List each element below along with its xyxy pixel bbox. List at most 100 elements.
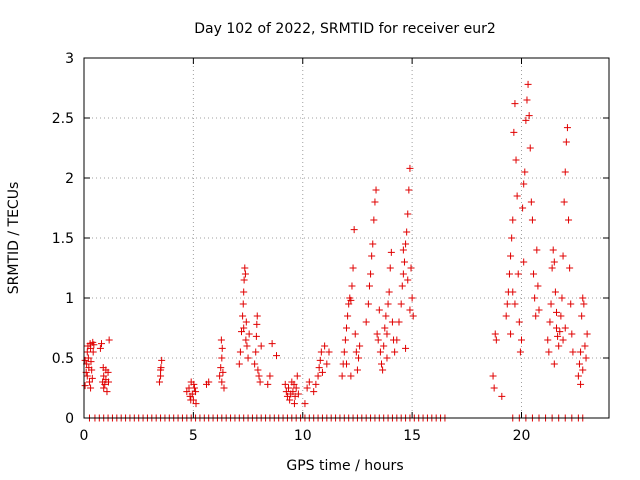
data-point	[508, 234, 516, 242]
data-point	[273, 352, 280, 360]
data-point	[574, 372, 582, 380]
data-point	[400, 258, 408, 266]
data-point	[561, 324, 569, 332]
data-point	[406, 164, 414, 172]
data-point	[408, 294, 416, 302]
data-point	[557, 312, 565, 320]
data-point	[314, 372, 322, 380]
y-tick-label: 0.5	[52, 351, 74, 367]
data-point	[158, 356, 166, 364]
data-point	[388, 318, 396, 326]
data-point	[252, 348, 260, 356]
data-point	[89, 348, 97, 356]
data-point	[558, 294, 566, 302]
y-tick-label: 1	[65, 291, 74, 307]
data-point	[534, 282, 542, 290]
data-point	[364, 300, 372, 308]
data-point	[567, 300, 575, 308]
data-point	[81, 382, 89, 390]
data-point	[305, 378, 313, 386]
data-point	[101, 380, 109, 388]
data-point	[565, 216, 573, 224]
data-point	[406, 306, 414, 314]
data-point	[355, 354, 363, 362]
axis-ticks: 0 0.5 1 1.5 2 2.5 3 0 5 10 15 20	[52, 51, 609, 444]
data-point	[384, 300, 392, 308]
data-point	[399, 270, 407, 278]
data-point	[192, 400, 200, 408]
data-point	[155, 378, 163, 386]
data-point	[403, 228, 411, 236]
data-point	[218, 354, 226, 362]
data-point	[365, 282, 373, 290]
data-point	[533, 246, 541, 254]
data-point	[399, 246, 407, 254]
data-point	[87, 344, 95, 352]
data-point	[349, 264, 357, 272]
data-point	[292, 384, 300, 392]
data-point	[550, 258, 558, 266]
data-point	[235, 360, 243, 368]
data-point	[264, 380, 272, 388]
data-point	[507, 330, 515, 338]
data-point	[239, 300, 247, 308]
data-point	[282, 388, 290, 396]
data-point	[582, 354, 590, 362]
data-point	[579, 294, 587, 302]
data-point	[579, 366, 587, 374]
data-point	[90, 341, 98, 349]
data-point	[348, 282, 356, 290]
data-point	[205, 378, 213, 386]
data-point	[103, 388, 111, 396]
data-point	[376, 348, 384, 356]
data-point	[404, 210, 412, 218]
chart-title: Day 102 of 2022, SRMTID for receiver eur…	[194, 21, 496, 37]
data-point	[383, 330, 391, 338]
data-point	[502, 312, 510, 320]
data-point	[566, 264, 574, 272]
data-point	[369, 240, 377, 248]
data-point	[244, 354, 252, 362]
data-point	[289, 388, 297, 396]
data-point	[513, 192, 521, 200]
data-point	[362, 318, 370, 326]
data-point	[325, 348, 333, 356]
data-point	[240, 288, 248, 296]
data-point	[528, 216, 536, 224]
data-point	[243, 342, 251, 350]
data-point	[192, 388, 200, 396]
data-point	[312, 380, 320, 388]
data-point	[509, 288, 517, 296]
data-point	[87, 358, 95, 366]
data-point	[338, 372, 346, 380]
data-point	[516, 348, 524, 356]
data-point	[290, 400, 298, 408]
data-point	[563, 124, 571, 132]
data-point	[350, 226, 358, 234]
data-point	[518, 336, 525, 344]
data-point	[556, 328, 564, 336]
data-point	[105, 336, 113, 344]
data-point	[341, 336, 349, 344]
data-point	[87, 384, 95, 392]
data-point	[239, 312, 247, 320]
data-point	[281, 380, 289, 388]
data-point	[370, 216, 378, 224]
data-point	[395, 318, 403, 326]
data-point	[352, 348, 360, 356]
data-point	[510, 128, 518, 136]
data-point	[83, 348, 91, 356]
y-tick-label: 3	[65, 51, 74, 67]
data-point	[268, 340, 276, 348]
data-point	[530, 270, 538, 278]
data-point	[522, 116, 530, 124]
data-point	[100, 384, 108, 392]
data-point	[88, 366, 96, 374]
data-point	[323, 360, 331, 368]
data-point	[371, 198, 379, 206]
data-point	[241, 270, 249, 278]
data-point	[520, 180, 528, 188]
x-tick-label: 10	[294, 428, 312, 444]
data-point	[549, 246, 557, 254]
x-tick-label: 15	[403, 428, 421, 444]
